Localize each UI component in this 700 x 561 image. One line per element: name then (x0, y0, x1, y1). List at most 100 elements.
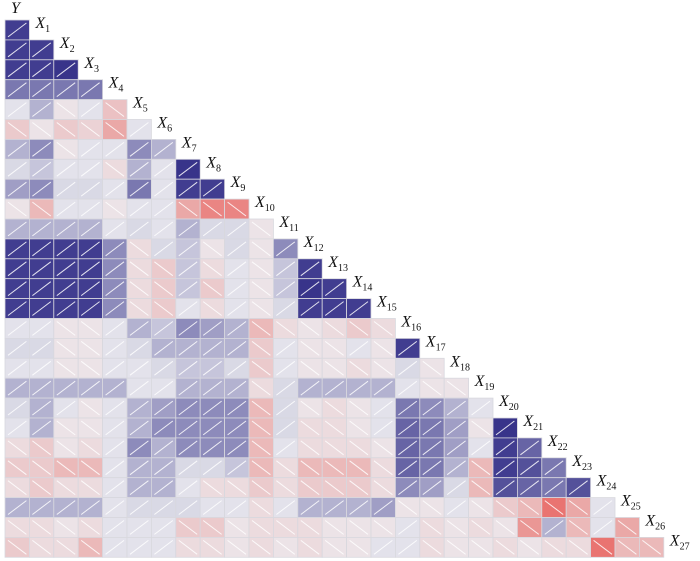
cell-glyph (276, 540, 296, 555)
cell-glyph (227, 520, 247, 535)
cell-glyph (520, 500, 540, 515)
cell-glyph (129, 161, 149, 177)
cell-glyph (105, 400, 125, 416)
cell-glyph (178, 241, 198, 257)
cell-glyph (32, 420, 52, 436)
cell-glyph (56, 301, 76, 316)
cell-glyph (202, 221, 222, 237)
cell-glyph (202, 540, 222, 555)
cell-glyph (154, 201, 174, 217)
cell-glyph (129, 520, 149, 535)
cell-glyph (154, 540, 174, 555)
cell-glyph (32, 360, 52, 376)
cell-glyph (471, 520, 491, 535)
cell-glyph (129, 341, 149, 356)
cell-glyph (349, 480, 369, 495)
cell-glyph (422, 460, 442, 476)
cell-glyph (178, 500, 198, 515)
cell-glyph (80, 460, 100, 476)
cell-glyph (446, 480, 466, 495)
cell-glyph (202, 241, 222, 257)
cell-glyph (398, 540, 418, 555)
cell-glyph (80, 181, 100, 197)
cell-glyph (56, 341, 76, 356)
cell-glyph (544, 460, 564, 476)
cell-glyph (324, 420, 344, 436)
cell-glyph (56, 102, 76, 117)
cell-glyph (154, 321, 174, 336)
cell-glyph (129, 321, 149, 336)
variable-label: X22 (547, 433, 568, 453)
cell-glyph (154, 480, 174, 495)
cell-glyph (251, 241, 271, 257)
variable-label: X3 (83, 55, 99, 75)
cell-glyph (7, 42, 27, 58)
cell-glyph (80, 82, 100, 97)
variable-label: X9 (230, 174, 246, 194)
cell-glyph (398, 500, 418, 515)
cell-glyph (471, 400, 491, 416)
cell-glyph (398, 400, 418, 416)
cell-glyph (227, 480, 247, 495)
cell-glyph (568, 540, 588, 555)
cell-glyph (80, 241, 100, 257)
cell-glyph (105, 181, 125, 197)
cell-glyph (56, 261, 76, 277)
cell-glyph (105, 520, 125, 535)
cell-glyph (349, 500, 369, 515)
cell-glyph (227, 400, 247, 416)
cell-glyph (300, 520, 320, 535)
cell-glyph (129, 201, 149, 217)
cell-glyph (32, 480, 52, 495)
cell-glyph (300, 301, 320, 316)
cell-glyph (56, 480, 76, 495)
cell-glyph (276, 440, 296, 456)
cell-glyph (32, 321, 52, 336)
cell-glyph (251, 400, 271, 416)
cell-glyph (251, 420, 271, 436)
cell-glyph (398, 440, 418, 456)
cell-glyph (56, 520, 76, 535)
cell-glyph (276, 380, 296, 396)
cell-glyph (105, 261, 125, 277)
cell-glyph (80, 261, 100, 277)
cell-glyph (56, 500, 76, 515)
cell-glyph (276, 301, 296, 316)
cell-glyph (276, 261, 296, 277)
cell-glyph (7, 181, 27, 197)
cell-glyph (520, 440, 540, 456)
cell-glyph (398, 360, 418, 376)
variable-label: X25 (620, 493, 641, 513)
cell-glyph (80, 360, 100, 376)
cell-glyph (7, 221, 27, 237)
cell-glyph (7, 520, 27, 535)
cell-glyph (56, 440, 76, 456)
cell-glyph (349, 440, 369, 456)
cell-glyph (154, 261, 174, 277)
cell-glyph (300, 460, 320, 476)
cell-glyph (105, 440, 125, 456)
cell-glyph (154, 161, 174, 177)
cell-glyph (178, 221, 198, 237)
cell-glyph (7, 480, 27, 495)
cell-glyph (129, 261, 149, 277)
cell-glyph (178, 380, 198, 396)
cell-glyph (32, 102, 52, 117)
cell-glyph (373, 360, 393, 376)
variable-label: X6 (156, 115, 172, 135)
cell-glyph (129, 142, 149, 157)
cell-glyph (251, 261, 271, 277)
cell-glyph (300, 380, 320, 396)
cell-glyph (446, 380, 466, 396)
cell-glyph (154, 181, 174, 197)
variable-label: X7 (181, 134, 197, 154)
cell-glyph (520, 540, 540, 555)
cell-glyph (32, 181, 52, 197)
cell-glyph (32, 221, 52, 237)
cell-glyph (105, 480, 125, 495)
cell-glyph (32, 161, 52, 177)
cell-glyph (154, 440, 174, 456)
cell-glyph (80, 480, 100, 495)
cell-glyph (129, 281, 149, 296)
cell-glyph (7, 241, 27, 257)
